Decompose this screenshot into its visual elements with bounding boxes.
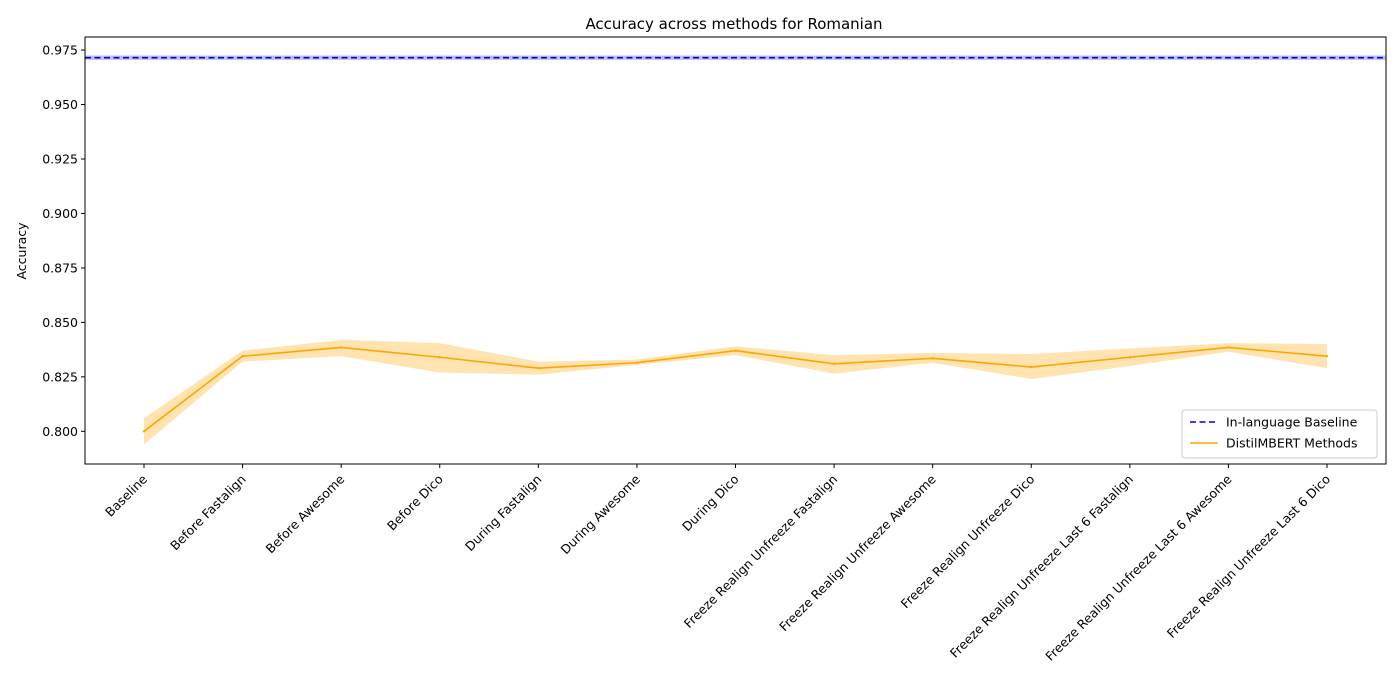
data-point-10: [1030, 365, 1033, 369]
data-point-1: [142, 430, 146, 433]
axes-frame: [84, 36, 1387, 465]
x-tick-label-2: Before Fastalign: [167, 472, 249, 554]
x-tick-label-5: During Fastalign: [462, 472, 544, 554]
y-tick-label-8: 0.975: [42, 43, 78, 58]
data-point-2: [241, 354, 244, 358]
y-tick-label-1: 0.800: [42, 424, 78, 439]
x-tick-label-8: Freeze Realign Unfreeze Fastalign: [681, 472, 840, 631]
data-point-11: [1128, 356, 1132, 359]
legend: In-language Baseline DistilMBERT Methods: [1181, 409, 1378, 459]
chart-title: Accuracy across methods for Romanian: [585, 15, 882, 33]
y-tick-label-5: 0.900: [42, 206, 78, 221]
y-tick-label-7: 0.950: [42, 97, 78, 112]
data-point-3: [339, 346, 343, 349]
x-tick-label-1: Baseline: [102, 471, 150, 519]
data-point-7: [734, 349, 737, 352]
x-tick-label-11: Freeze Realign Unfreeze Last 6 Fastalign: [947, 472, 1136, 661]
y-tick-label-6: 0.925: [42, 152, 78, 167]
plot-area: 0.800 0.825 0.850 0.875 0.900 0.925 0.950 0.975…: [42, 36, 1387, 664]
x-tick-label-12: Freeze Realign Unfreeze Last 6 Awesome: [1042, 471, 1234, 663]
y-axis-title: Accuracy: [14, 222, 29, 280]
x-tick-label-9: Freeze Realign Unfreeze Awesome: [776, 471, 939, 634]
data-point-6: [635, 361, 639, 364]
y-tick-label-3: 0.850: [42, 315, 78, 330]
x-tick-label-4: Before Dico: [384, 472, 446, 534]
legend-baseline-label: In-language Baseline: [1226, 415, 1358, 430]
y-tick-label-2: 0.825: [42, 369, 78, 384]
data-point-4: [438, 356, 441, 359]
x-tick-label-7: During Dico: [679, 472, 742, 535]
x-tick-label-13: Freeze Realign Unfreeze Last 6 Dico: [1164, 472, 1333, 641]
data-point-9: [931, 357, 934, 360]
y-tick-label-4: 0.875: [42, 260, 78, 275]
data-point-13: [1325, 354, 1329, 358]
data-point-8: [832, 362, 836, 365]
x-tick-label-6: During Awesome: [557, 471, 643, 557]
data-point-5: [537, 366, 540, 370]
legend-box: [1181, 409, 1378, 459]
x-tick-label-3: Before Awesome: [263, 471, 348, 556]
data-point-12: [1227, 346, 1230, 349]
legend-series-label: DistilMBERT Methods: [1226, 436, 1358, 451]
